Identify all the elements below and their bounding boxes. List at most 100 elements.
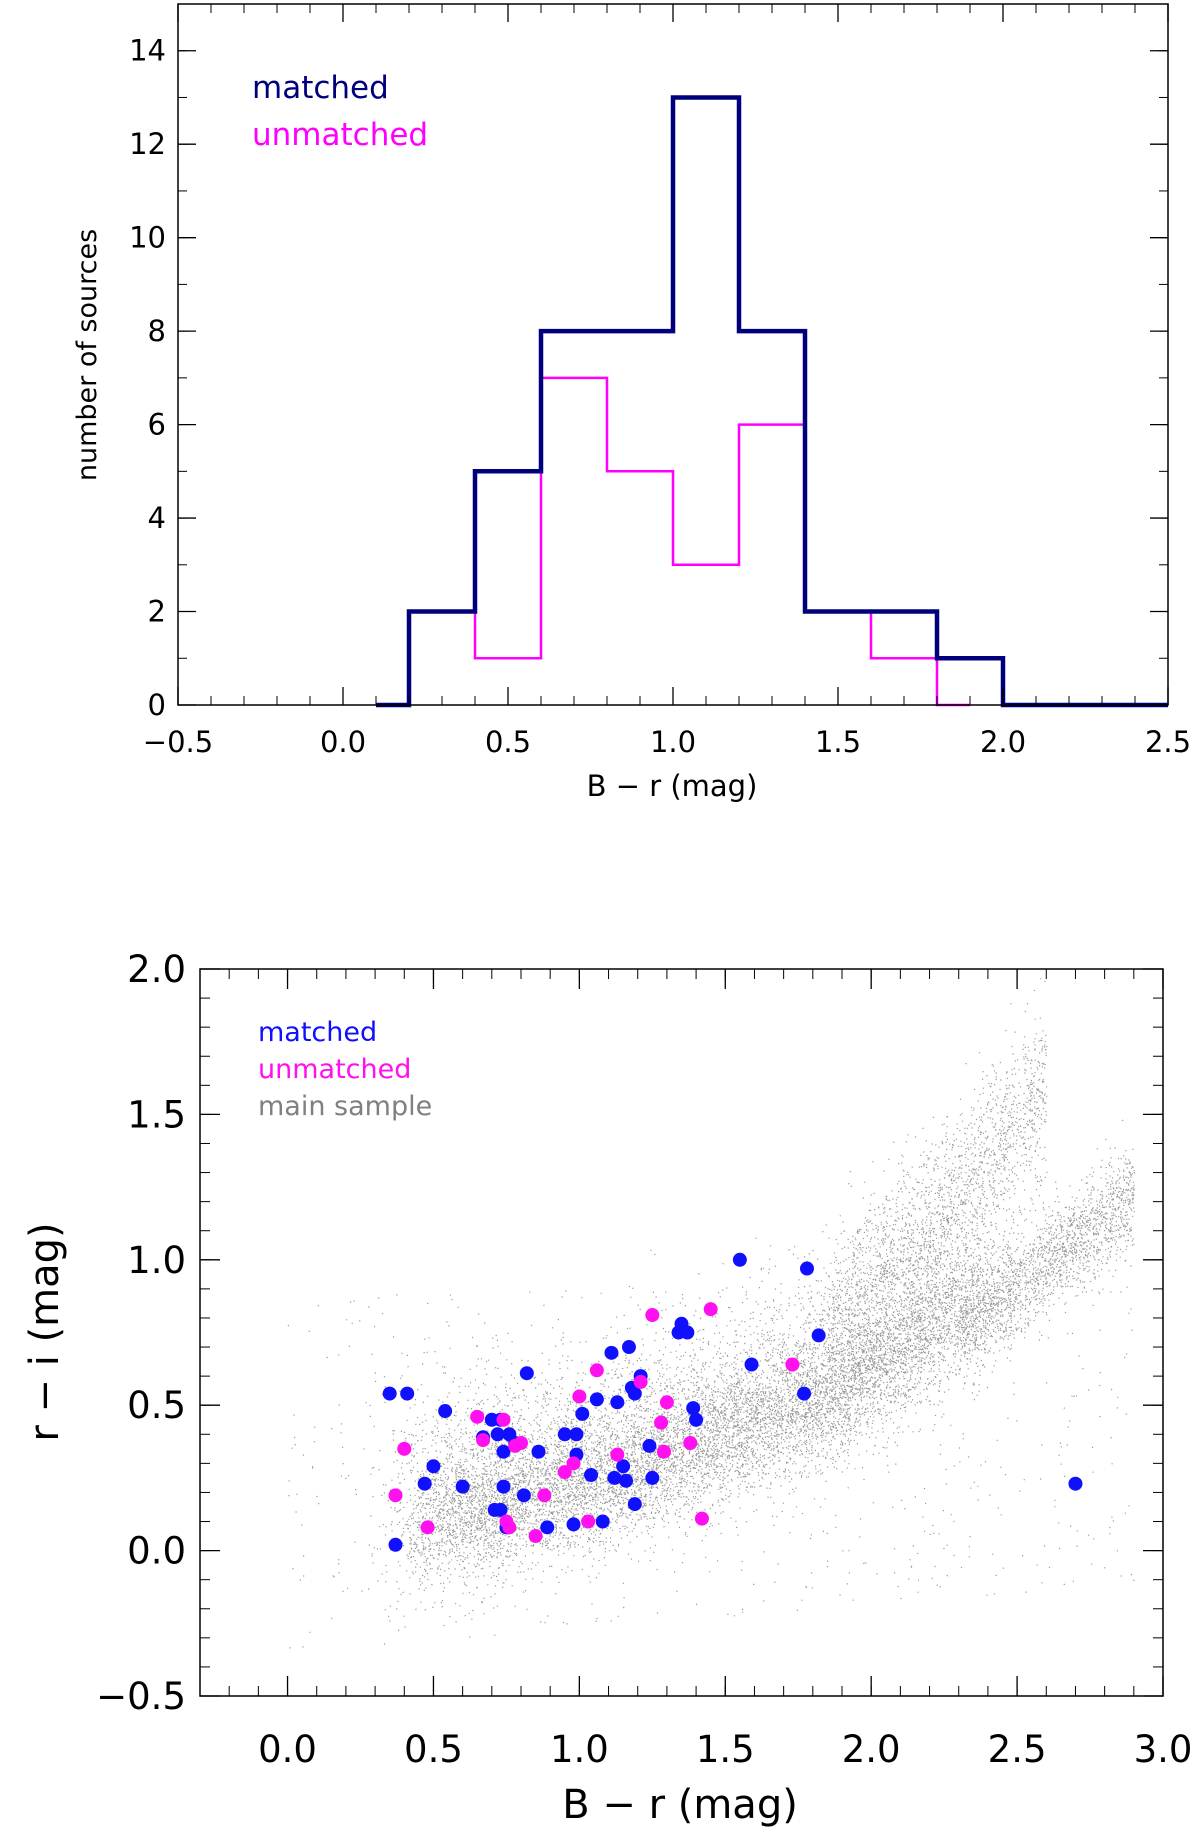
scatter-point-matched	[557, 1427, 572, 1442]
scatter-point-matched	[566, 1517, 581, 1532]
scatter-y-tick-label: 2.0	[127, 948, 186, 991]
scatter-y-tick-label: 0.0	[127, 1530, 186, 1573]
scatter-x-tick-label: 1.0	[550, 1728, 609, 1771]
scatter-point-matched	[627, 1386, 642, 1401]
histogram-x-tick-label: 1.0	[650, 725, 696, 759]
scatter-point-unmatched	[656, 1444, 671, 1459]
scatter-series-layer	[382, 1252, 1083, 1552]
scatter-point-matched	[732, 1252, 747, 1267]
scatter-point-matched	[438, 1404, 453, 1419]
histogram-chart: −0.5 0.0 0.5 1.0 1.5 2.0 2.5 0 2 4 6 8 10 12 14 matche…	[72, 3, 1191, 803]
scatter-point-matched	[744, 1357, 759, 1372]
scatter-y-tick-label: −0.5	[96, 1675, 186, 1718]
scatter-legend-unmatched: unmatched	[258, 1054, 411, 1085]
scatter-point-matched	[680, 1325, 695, 1340]
scatter-point-matched	[516, 1488, 531, 1503]
scatter-chart: 0.0 0.5 1.0 1.5 2.0 2.5 3.0 −0.5 0.0 0.5 1.0 1.5 2.0…	[22, 948, 1192, 1828]
scatter-x-tick-label: 1.5	[696, 1728, 755, 1771]
scatter-x-tick-label: 2.0	[842, 1728, 901, 1771]
histogram-y-tick-label: 14	[129, 34, 166, 68]
scatter-point-matched	[388, 1537, 403, 1552]
scatter-point-unmatched	[785, 1357, 800, 1372]
histogram-x-tick-label: 2.5	[1145, 725, 1191, 759]
scatter-point-matched	[540, 1520, 555, 1535]
histogram-y-tick-label: 6	[148, 408, 166, 442]
scatter-point-matched	[797, 1386, 812, 1401]
scatter-y-tick-label: 0.5	[127, 1384, 186, 1427]
histogram-x-tick-label: 2.0	[980, 725, 1026, 759]
scatter-legend-matched: matched	[258, 1017, 377, 1048]
scatter-y-tick-label: 1.0	[127, 1239, 186, 1282]
scatter-point-matched	[496, 1444, 511, 1459]
scatter-point-matched	[490, 1427, 505, 1442]
scatter-point-matched	[645, 1470, 660, 1485]
histogram-y-tick-label: 4	[148, 501, 166, 535]
scatter-point-unmatched	[557, 1465, 572, 1480]
scatter-point-unmatched	[502, 1520, 517, 1535]
histogram-legend-matched: matched	[252, 70, 389, 106]
scatter-point-matched	[595, 1514, 610, 1529]
scatter-point-matched	[417, 1476, 432, 1491]
scatter-point-unmatched	[581, 1514, 596, 1529]
scatter-point-matched	[455, 1479, 470, 1494]
scatter-y-tick-label: 1.5	[127, 1093, 186, 1136]
scatter-point-matched	[531, 1444, 546, 1459]
histogram-ticks-layer: −0.5 0.0 0.5 1.0 1.5 2.0 2.5 0 2 4 6 8 10 12 14	[129, 3, 1191, 759]
scatter-point-unmatched	[514, 1436, 528, 1451]
scatter-point-matched	[607, 1470, 622, 1485]
scatter-point-matched	[627, 1497, 642, 1512]
scatter-point-matched	[426, 1459, 441, 1474]
scatter-point-unmatched	[572, 1389, 587, 1404]
scatter-point-unmatched	[589, 1363, 604, 1378]
scatter-point-unmatched	[654, 1415, 669, 1430]
scatter-x-tick-label: 3.0	[1134, 1728, 1193, 1771]
scatter-x-axis-label: B − r (mag)	[562, 1782, 798, 1828]
scatter-point-matched	[689, 1412, 704, 1427]
histogram-y-tick-label: 12	[129, 127, 166, 161]
histogram-legend-unmatched: unmatched	[252, 117, 428, 153]
scatter-point-matched	[493, 1502, 508, 1517]
scatter-point-unmatched	[397, 1441, 412, 1456]
scatter-point-unmatched	[496, 1412, 511, 1427]
scatter-point-unmatched	[388, 1488, 403, 1503]
histogram-series-layer	[376, 95, 1168, 708]
scatter-point-matched	[686, 1401, 701, 1416]
scatter-point-unmatched	[566, 1456, 581, 1471]
scatter-point-matched	[604, 1345, 619, 1360]
scatter-point-matched	[1068, 1476, 1083, 1491]
scatter-point-matched	[584, 1467, 599, 1482]
histogram-x-tick-label: −0.5	[143, 725, 213, 759]
main-sample-layer	[287, 978, 1135, 1649]
scatter-point-matched	[799, 1261, 814, 1276]
scatter-point-matched	[589, 1392, 604, 1407]
histogram-series-matched	[376, 95, 1168, 708]
scatter-point-unmatched	[610, 1447, 625, 1462]
scatter-point-matched	[621, 1340, 636, 1355]
scatter-point-matched	[610, 1395, 625, 1410]
scatter-point-matched	[811, 1328, 826, 1343]
scatter-point-unmatched	[659, 1395, 674, 1410]
scatter-point-unmatched	[633, 1374, 648, 1389]
scatter-point-matched	[382, 1386, 397, 1401]
histogram-x-tick-label: 1.5	[815, 725, 861, 759]
scatter-point-unmatched	[645, 1308, 660, 1323]
scatter-point-matched	[496, 1479, 511, 1494]
scatter-x-tick-label: 0.5	[404, 1728, 463, 1771]
scatter-point-unmatched	[694, 1511, 709, 1526]
scatter-x-tick-label: 2.5	[988, 1728, 1047, 1771]
scatter-x-tick-label: 0.0	[258, 1728, 317, 1771]
scatter-point-unmatched	[528, 1529, 543, 1544]
histogram-y-tick-label: 2	[148, 595, 166, 629]
histogram-y-tick-label: 10	[129, 221, 166, 255]
histogram-x-tick-label: 0.0	[320, 725, 366, 759]
histogram-y-tick-label: 8	[148, 314, 166, 348]
scatter-point-unmatched	[420, 1520, 435, 1535]
histogram-y-tick-label: 0	[148, 688, 166, 722]
scatter-point-unmatched	[683, 1436, 698, 1451]
scatter-point-matched	[616, 1459, 631, 1474]
scatter-point-unmatched	[537, 1488, 552, 1503]
scatter-frame	[199, 968, 1164, 1697]
scatter-point-unmatched	[476, 1433, 491, 1448]
scatter-ticks-layer: 0.0 0.5 1.0 1.5 2.0 2.5 3.0 −0.5 0.0 0.5 1.0 1.5 2.0	[96, 948, 1192, 1771]
